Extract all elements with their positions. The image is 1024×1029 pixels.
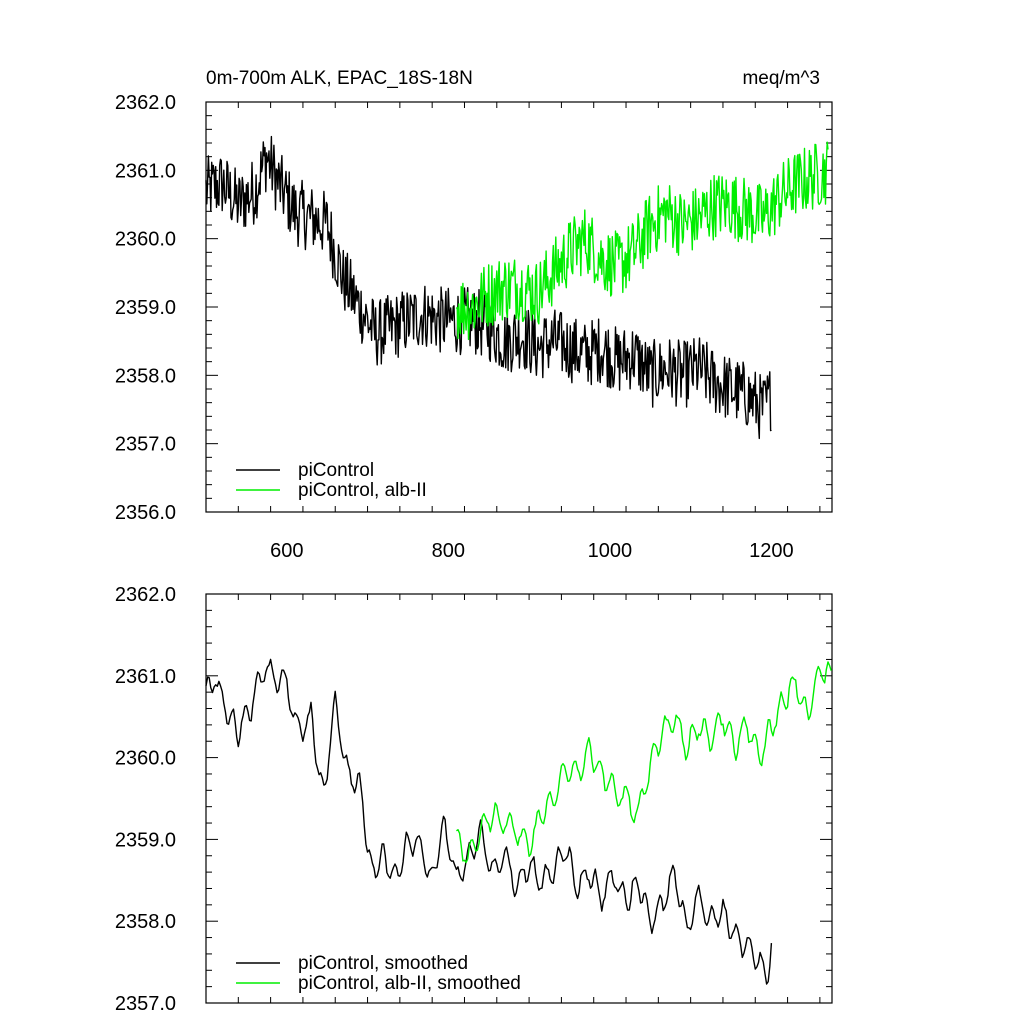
x-tick-label: 1000	[588, 540, 633, 562]
chart-units: meq/m^3	[742, 68, 820, 89]
legend-label: piControl, alb-II, smoothed	[298, 973, 521, 994]
y-tick-label: 2360.0	[115, 229, 176, 251]
y-tick-label: 2360.0	[115, 748, 176, 770]
y-tick-label: 2356.0	[115, 502, 176, 524]
y-tick-label: 2362.0	[115, 92, 176, 114]
x-tick-label: 1200	[749, 540, 794, 562]
y-tick-label: 2357.0	[115, 434, 176, 456]
x-tick-label: 800	[432, 540, 465, 562]
legend-label: piControl, smoothed	[298, 953, 468, 974]
series-line-picontrol-alb-ii	[455, 141, 829, 341]
plot-frame	[205, 593, 833, 1004]
legend-label: piControl, alb-II	[298, 480, 427, 501]
series-line-picontrol-alb-ii-smoothed	[456, 661, 832, 864]
y-tick-label: 2359.0	[115, 829, 176, 851]
y-tick-label: 2358.0	[115, 365, 176, 387]
y-tick-label: 2359.0	[115, 297, 176, 319]
y-tick-label: 2357.0	[115, 993, 176, 1015]
y-tick-label: 2361.0	[115, 160, 176, 182]
chart-title: 0m-700m ALK, EPAC_18S-18N	[206, 68, 473, 89]
y-tick-label: 2362.0	[115, 584, 176, 606]
y-tick-label: 2361.0	[115, 666, 176, 688]
legend-label: piControl	[298, 460, 374, 481]
panel-bottom: 2357.0 2358.0 2359.0 2360.0 2361.0 2362.0 piCo…	[115, 584, 833, 1015]
panel-top: 2356.0 2357.0 2358.0 2359.0 2360.0 2361.0 2362…	[115, 92, 833, 562]
series-line-picontrol-smoothed	[205, 658, 773, 985]
y-tick-label: 2358.0	[115, 911, 176, 933]
x-tick-label: 600	[270, 540, 303, 562]
